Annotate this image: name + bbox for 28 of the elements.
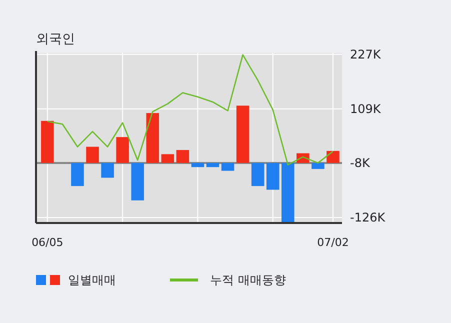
y-tick-label: 227K bbox=[350, 47, 382, 62]
bar bbox=[191, 162, 204, 168]
legend-label: 누적 매매동향 bbox=[210, 273, 286, 287]
x-tick-label: 07/02 bbox=[317, 236, 349, 249]
bar bbox=[116, 137, 129, 163]
bar bbox=[101, 162, 114, 178]
bar bbox=[221, 162, 234, 171]
bar bbox=[71, 162, 84, 186]
bar bbox=[251, 162, 264, 186]
bar bbox=[282, 162, 294, 222]
y-tick-label: -126K bbox=[350, 210, 386, 224]
bar bbox=[236, 106, 250, 163]
chart-title: 외국인 bbox=[36, 32, 75, 47]
bar bbox=[312, 162, 324, 169]
bar bbox=[146, 113, 160, 163]
bar bbox=[176, 150, 190, 163]
bar bbox=[326, 150, 340, 163]
bar bbox=[266, 162, 280, 190]
bar bbox=[131, 162, 144, 200]
bar bbox=[206, 162, 220, 168]
bar bbox=[161, 154, 174, 163]
legend-label: 일별매매 bbox=[68, 273, 116, 287]
y-tick-label: 109K bbox=[350, 102, 382, 116]
y-tick-label: -8K bbox=[350, 156, 371, 170]
bar bbox=[41, 120, 54, 163]
bar bbox=[86, 146, 99, 163]
x-tick-label: 06/05 bbox=[32, 236, 64, 249]
line-series bbox=[46, 54, 334, 166]
